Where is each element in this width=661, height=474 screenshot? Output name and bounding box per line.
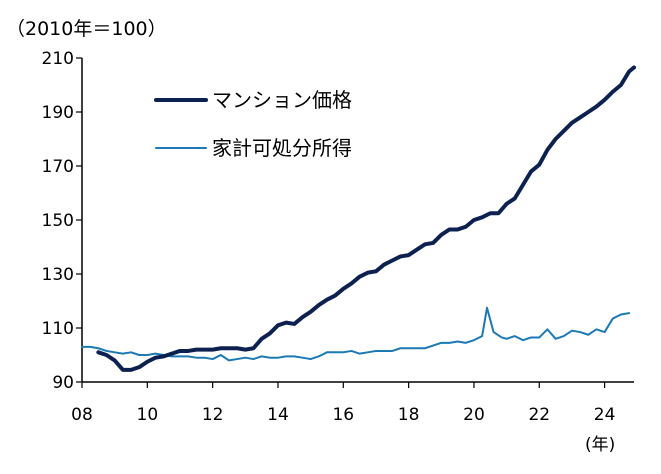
legend-label: 家計可処分所得 [212, 136, 352, 160]
y-tick-label: 170 [42, 157, 74, 177]
x-tick-label: 14 [267, 405, 289, 425]
y-tick-label: 110 [42, 319, 74, 339]
series-layer [81, 65, 636, 372]
y-tick-label: 210 [42, 49, 74, 69]
y-unit-label: （2010年＝100） [6, 18, 167, 40]
x-tick-label: 22 [528, 405, 550, 425]
x-ticks: 08 10 12 14 16 18 20 22 24 [71, 382, 615, 425]
x-tick-label: 08 [71, 405, 93, 425]
y-tick-label: 130 [42, 265, 74, 285]
chart-axes: 90 110 130 150 170 190 210 08 10 12 14 16 18 20 22 24 [42, 49, 634, 425]
y-tick-label: 150 [42, 211, 74, 231]
y-tick-label: 190 [42, 103, 74, 123]
x-unit-label: (年) [585, 435, 616, 455]
x-tick-label: 16 [332, 405, 354, 425]
x-tick-label: 12 [202, 405, 224, 425]
series-line-household-income [81, 306, 631, 362]
x-tick-label: 24 [594, 405, 616, 425]
series-line-condo-price [96, 65, 636, 372]
x-tick-label: 10 [137, 405, 159, 425]
x-tick-label: 18 [398, 405, 420, 425]
legend-label: マンション価格 [212, 88, 352, 112]
x-tick-label: 20 [463, 405, 485, 425]
y-ticks: 90 110 130 150 170 190 210 [42, 49, 82, 393]
y-tick-label: 90 [52, 373, 74, 393]
